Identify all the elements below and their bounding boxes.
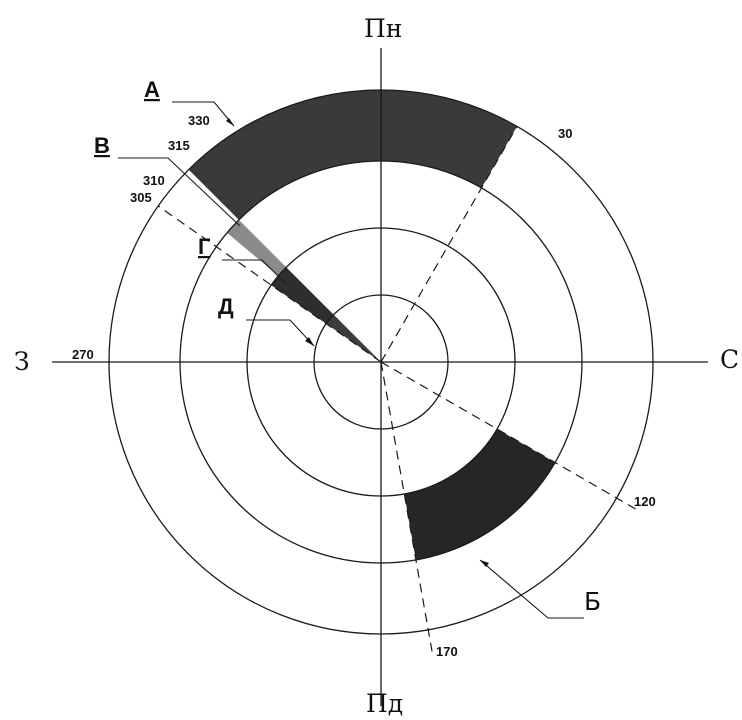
deg-330: 330 xyxy=(188,113,210,128)
leader-v xyxy=(118,157,241,227)
zone-g-sector xyxy=(271,267,334,324)
zone-b-sector xyxy=(404,429,556,560)
zone-a-letter: А xyxy=(144,77,160,102)
leader-g xyxy=(222,259,287,285)
deg-305: 305 xyxy=(130,190,152,205)
deg-310: 310 xyxy=(143,173,165,188)
leader-b-arrow xyxy=(480,560,489,567)
deg-315: 315 xyxy=(168,138,190,153)
deg-170: 170 xyxy=(436,644,458,659)
zone-d-sector xyxy=(326,314,381,362)
deg-270: 270 xyxy=(72,347,94,362)
leader-d-arrow xyxy=(305,337,314,346)
leader-d xyxy=(246,319,315,347)
zone-g-letter: Г xyxy=(198,234,211,259)
zone-b-letter: Б xyxy=(584,587,601,616)
deg-30: 30 xyxy=(558,126,572,141)
zone-d-letter: Д xyxy=(218,294,234,319)
ray-170 xyxy=(380,361,434,658)
label-east: С xyxy=(720,345,739,374)
ray-30 xyxy=(380,126,518,363)
label-north: Пн xyxy=(364,14,402,43)
deg-120: 120 xyxy=(634,494,656,509)
zone-a-sector xyxy=(188,90,517,220)
leader-b xyxy=(479,559,584,619)
zone-v-letter: В xyxy=(94,133,110,158)
label-south: Пд xyxy=(366,689,403,718)
ray-120 xyxy=(380,361,642,513)
zone-v-sector xyxy=(227,219,287,276)
leader-a-arrow xyxy=(226,118,234,126)
label-west: З xyxy=(14,347,30,376)
ray-305 xyxy=(157,205,382,363)
leader-a xyxy=(172,101,235,127)
